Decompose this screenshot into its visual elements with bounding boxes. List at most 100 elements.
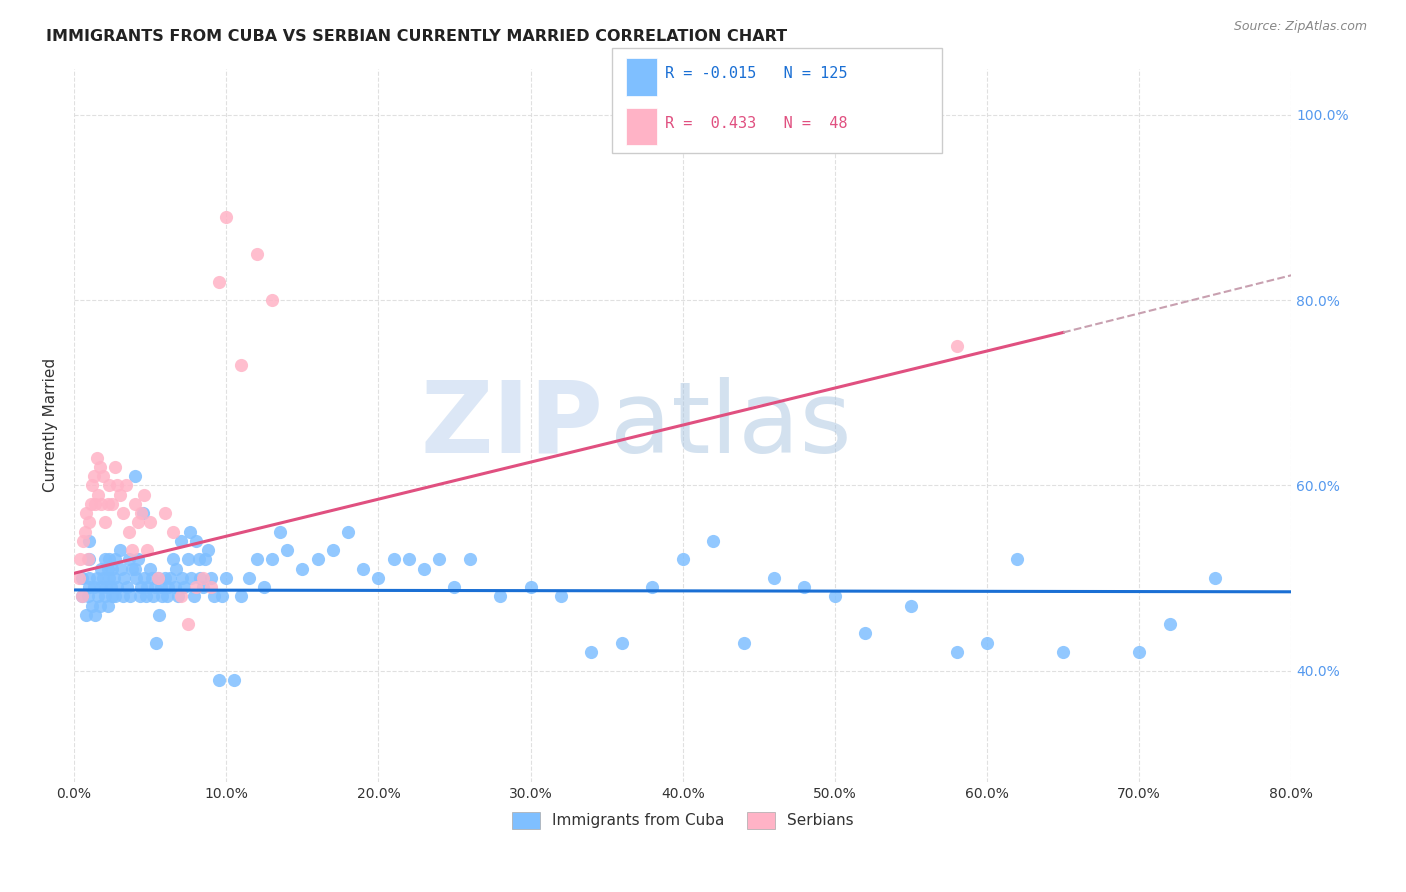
Point	[146, 571, 169, 585]
Point	[120, 590, 142, 604]
Point	[211, 590, 233, 604]
Point	[132, 571, 155, 585]
Point	[98, 571, 121, 585]
Point	[142, 590, 165, 604]
Point	[69, 552, 91, 566]
Point	[76, 590, 98, 604]
Point	[83, 469, 105, 483]
Point	[79, 571, 101, 585]
Point	[139, 516, 162, 530]
Point	[172, 571, 194, 585]
Point	[208, 673, 231, 687]
Point	[104, 590, 127, 604]
Point	[200, 580, 222, 594]
Point	[489, 590, 512, 604]
Point	[104, 552, 127, 566]
Point	[157, 580, 180, 594]
Point	[132, 487, 155, 501]
Point	[80, 497, 103, 511]
Point	[322, 543, 344, 558]
Point	[200, 571, 222, 585]
Point	[135, 590, 157, 604]
Point	[156, 590, 179, 604]
Point	[166, 590, 188, 604]
Point	[70, 571, 93, 585]
Point	[169, 590, 191, 604]
Point	[184, 533, 207, 548]
Point	[352, 561, 374, 575]
Point	[93, 552, 115, 566]
Point	[1204, 571, 1226, 585]
Point	[93, 590, 115, 604]
Point	[108, 543, 131, 558]
Point	[367, 571, 389, 585]
Point	[79, 516, 101, 530]
Point	[70, 590, 93, 604]
Point	[162, 524, 184, 539]
Point	[145, 636, 167, 650]
Point	[550, 590, 572, 604]
Point	[413, 561, 436, 575]
Point	[763, 571, 786, 585]
Point	[103, 571, 125, 585]
Point	[165, 561, 187, 575]
Point	[117, 580, 139, 594]
Point	[114, 478, 136, 492]
Point	[128, 590, 150, 604]
Point	[143, 580, 166, 594]
Point	[76, 552, 98, 566]
Point	[1052, 645, 1074, 659]
Point	[98, 552, 121, 566]
Point	[70, 590, 93, 604]
Point	[222, 673, 245, 687]
Point	[105, 580, 128, 594]
Point	[90, 497, 112, 511]
Point	[97, 561, 120, 575]
Text: R =  0.433   N =  48: R = 0.433 N = 48	[665, 117, 848, 131]
Point	[125, 571, 148, 585]
Point	[127, 552, 149, 566]
Point	[733, 636, 755, 650]
Point	[127, 516, 149, 530]
Point	[793, 580, 815, 594]
Point	[260, 552, 283, 566]
Point	[97, 599, 120, 613]
Point	[155, 506, 177, 520]
Point	[86, 450, 108, 465]
Point	[382, 552, 405, 566]
Point	[129, 506, 152, 520]
Point	[108, 487, 131, 501]
Point	[91, 469, 114, 483]
Point	[97, 497, 120, 511]
Point	[197, 543, 219, 558]
Point	[89, 459, 111, 474]
Point	[169, 533, 191, 548]
Point	[124, 469, 146, 483]
Point	[253, 580, 276, 594]
Point	[82, 599, 104, 613]
Point	[177, 617, 200, 632]
Point	[101, 590, 124, 604]
Point	[443, 580, 465, 594]
Point	[90, 561, 112, 575]
Point	[87, 487, 110, 501]
Point	[129, 580, 152, 594]
Point	[945, 339, 967, 353]
Point	[72, 533, 94, 548]
Point	[458, 552, 481, 566]
Point	[238, 571, 260, 585]
Point	[173, 580, 195, 594]
Point	[641, 580, 664, 594]
Point	[519, 580, 541, 594]
Point	[67, 571, 90, 585]
Text: IMMIGRANTS FROM CUBA VS SERBIAN CURRENTLY MARRIED CORRELATION CHART: IMMIGRANTS FROM CUBA VS SERBIAN CURRENTL…	[46, 29, 787, 44]
Point	[246, 246, 269, 260]
Point	[193, 580, 215, 594]
Point	[118, 552, 141, 566]
Point	[163, 580, 186, 594]
Point	[307, 552, 329, 566]
Point	[193, 571, 215, 585]
Point	[177, 552, 200, 566]
Point	[75, 607, 97, 622]
Point	[79, 533, 101, 548]
